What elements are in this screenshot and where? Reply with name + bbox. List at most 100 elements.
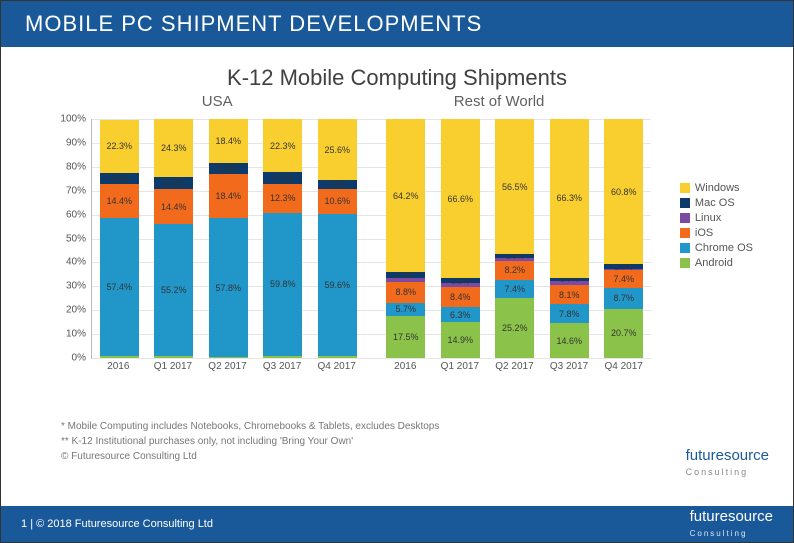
x-label: 2016 (91, 361, 146, 372)
x-label: Q1 2017 (433, 361, 488, 372)
segment-label: 5.7% (395, 304, 416, 314)
legend-swatch (680, 243, 690, 253)
segment-label: 20.7% (611, 328, 637, 338)
bar-segment-ios: 14.4% (154, 189, 193, 223)
bar-segment-chrome-os: 5.7% (386, 303, 425, 317)
footer-page: 1 (21, 518, 27, 530)
bar-segment-mac-os: 2.0% (604, 264, 643, 269)
x-label: 2016 (378, 361, 433, 372)
x-label: Q2 2017 (200, 361, 255, 372)
x-label: Q4 2017 (309, 361, 364, 372)
bar-group: 59.6% 10.6% 3.5% 25.6% (310, 119, 365, 358)
brand-tag: Consulting (686, 467, 749, 477)
segment-label: 24.3% (161, 143, 187, 153)
bar-group: 59.8%12.3%4.7%22.3% (256, 119, 311, 358)
segment-label: 56.5% (502, 182, 528, 192)
bars-container: 57.4%14.4%4.6%22.3%55.2%14.4%5.1%24.3%57… (92, 119, 651, 358)
bar-segment-mac-os: 2.1% (441, 278, 480, 283)
bar-segment-mac-os: 1.8% (495, 254, 534, 258)
stacked-bar: 57.4% 14.4%4.6% 22.3% (100, 119, 139, 358)
bar-segment-android (209, 357, 248, 358)
bar-group: 55.2%14.4%5.1%24.3% (147, 119, 202, 358)
y-tick: 30% (54, 281, 86, 292)
bar-segment-mac-os: 2.3% (386, 272, 425, 277)
slide-header: MOBILE PC SHIPMENT DEVELOPMENTS (1, 1, 793, 47)
segment-label: 22.3% (106, 141, 132, 151)
slide: MOBILE PC SHIPMENT DEVELOPMENTS K-12 Mob… (0, 0, 794, 543)
y-tick: 20% (54, 305, 86, 316)
stacked-bar: 14.9%6.3%8.4%2.1%66.6% (441, 119, 480, 358)
segment-label: 8.4% (450, 292, 471, 302)
segment-label: 8.1% (559, 290, 580, 300)
bar-group: 14.9%6.3%8.4%2.1%66.6% (433, 119, 488, 358)
bar-segment-ios: 8.4% (441, 287, 480, 307)
bar-segment-mac-os: 1.6% (550, 278, 589, 282)
segment-label: 3.5% (328, 180, 346, 189)
footer-left: 1 | © 2018 Futuresource Consulting Ltd (21, 518, 213, 530)
brand-name: futuresource (686, 447, 769, 464)
bar-segment-windows: 18.4% (209, 119, 248, 163)
segment-label: 57.8% (215, 283, 241, 293)
x-label: Q2 2017 (487, 361, 542, 372)
stacked-bar: 17.5%5.7%8.8%2.3%64.2% (386, 119, 425, 358)
gridline (92, 358, 651, 359)
legend-swatch (680, 258, 690, 268)
y-tick: 40% (54, 257, 86, 268)
bar-segment-android (100, 356, 139, 358)
chart-area: USA Rest of World 57.4%14.4%4.6%22.3%55.… (41, 99, 761, 379)
segment-label: 10.6% (324, 196, 350, 206)
bar-segment-ios: 18.4% (209, 174, 248, 218)
bar-segment-chrome-os: 57.8% (209, 218, 248, 356)
bar-segment-windows: 24.3% (154, 119, 193, 177)
segment-label: 18.4% (215, 191, 241, 201)
bar-segment-mac-os: 3.5% (318, 180, 357, 188)
bar-segment-android: 25.2% (495, 298, 534, 358)
bar-group: 57.4% 14.4%4.6% 22.3% (92, 119, 147, 358)
bar-group: 14.6%7.8%8.1%1.6%66.3% (542, 119, 597, 358)
bar-segment-ios: 14.4% (100, 184, 139, 218)
legend-label: Mac OS (695, 197, 735, 209)
legend-item: iOS (680, 227, 753, 239)
bar-segment-android (154, 356, 193, 358)
bar-segment-android (318, 356, 357, 358)
legend-item: Mac OS (680, 197, 753, 209)
bar-segment-windows: 64.2% (386, 119, 425, 272)
segment-label: 4.6% (109, 174, 130, 184)
bar-segment-ios: 8.1% (550, 285, 589, 304)
bar-group: 57.8% 18.4% 4.8% 18.4% (201, 119, 256, 358)
y-tick: 100% (54, 114, 86, 125)
segment-label: 18.4% (215, 136, 241, 146)
stacked-bar: 20.7%8.7%7.4%2.0%60.8% (604, 119, 643, 358)
segment-label: 64.2% (393, 191, 419, 201)
legend-label: Windows (695, 182, 740, 194)
segment-label: 57.4% (106, 282, 132, 292)
stacked-bar: 25.2%7.4%8.2%1.8%56.5% (495, 119, 534, 358)
segment-label: 8.8% (395, 287, 416, 297)
segment-label: 5.1% (163, 178, 184, 188)
chart-title: K-12 Mobile Computing Shipments (1, 65, 793, 91)
bar-segment-chrome-os: 57.4% (100, 218, 139, 355)
bar-segment-windows: 66.6% (441, 119, 480, 278)
bar-segment-chrome-os: 59.6% (318, 214, 357, 356)
segment-label: 8.2% (504, 265, 525, 275)
footer-brand-tag: Consulting (690, 529, 748, 538)
legend-label: Chrome OS (695, 242, 753, 254)
segment-label: 4.8% (218, 164, 239, 174)
x-label: Q1 2017 (146, 361, 201, 372)
footnotes: * Mobile Computing includes Notebooks, C… (61, 419, 439, 464)
legend-item: Linux (680, 212, 753, 224)
legend-swatch (680, 198, 690, 208)
segment-label: 25.6% (324, 145, 350, 155)
bar-segment-chrome-os: 59.8% (263, 213, 302, 356)
region-label-row: Rest of World (454, 93, 545, 110)
bar-segment-ios: 8.2% (495, 261, 534, 281)
segment-label: 66.3% (556, 193, 582, 203)
legend-swatch (680, 228, 690, 238)
segment-label: 12.3% (270, 193, 296, 203)
segment-label: 60.8% (611, 187, 637, 197)
bar-segment-android (263, 356, 302, 358)
x-axis-labels: 2016Q1 2017Q2 2017Q3 2017Q4 20172016Q1 2… (91, 361, 651, 372)
bar-segment-chrome-os: 6.3% (441, 307, 480, 322)
footnote-3: © Futuresource Consulting Ltd (61, 449, 439, 464)
bar-segment-ios: 12.3% (263, 184, 302, 213)
